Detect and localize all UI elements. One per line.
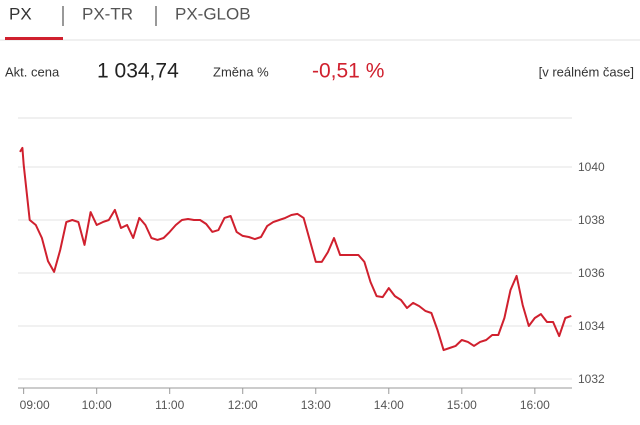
price-line (19, 146, 572, 352)
mode-label: [v reálném čase] (539, 64, 634, 79)
tab[interactable]: PX-TR (82, 4, 133, 23)
tab[interactable]: PX (9, 4, 32, 23)
y-tick-label: 1040 (578, 160, 605, 174)
price: 1 034,74 (97, 60, 179, 83)
x-tick-label: 12:00 (228, 398, 258, 412)
y-tick-label: 1038 (578, 213, 605, 227)
change-label: Změna % (213, 64, 269, 79)
x-tick-label: 09:00 (20, 398, 50, 412)
price-label: Akt. cena (5, 64, 60, 79)
x-tick-label: 14:00 (374, 398, 404, 412)
x-tick-label: 15:00 (447, 398, 477, 412)
y-tick-label: 1034 (578, 319, 605, 333)
x-tick-label: 13:00 (301, 398, 331, 412)
y-tick-label: 1036 (578, 266, 605, 280)
x-tick-label: 11:00 (155, 398, 184, 412)
plot: 1032 1034 1036 1038 1040 09:00 10:00 11:00 12:00… (18, 146, 605, 412)
active-tab-underline (5, 37, 63, 40)
x-tick-label: 16:00 (520, 398, 550, 412)
tab[interactable]: PX-GLOB (175, 4, 251, 23)
x-tick-label: 10:00 (82, 398, 112, 412)
change: -0,51 % (312, 60, 384, 83)
y-tick-label: 1032 (578, 372, 605, 386)
